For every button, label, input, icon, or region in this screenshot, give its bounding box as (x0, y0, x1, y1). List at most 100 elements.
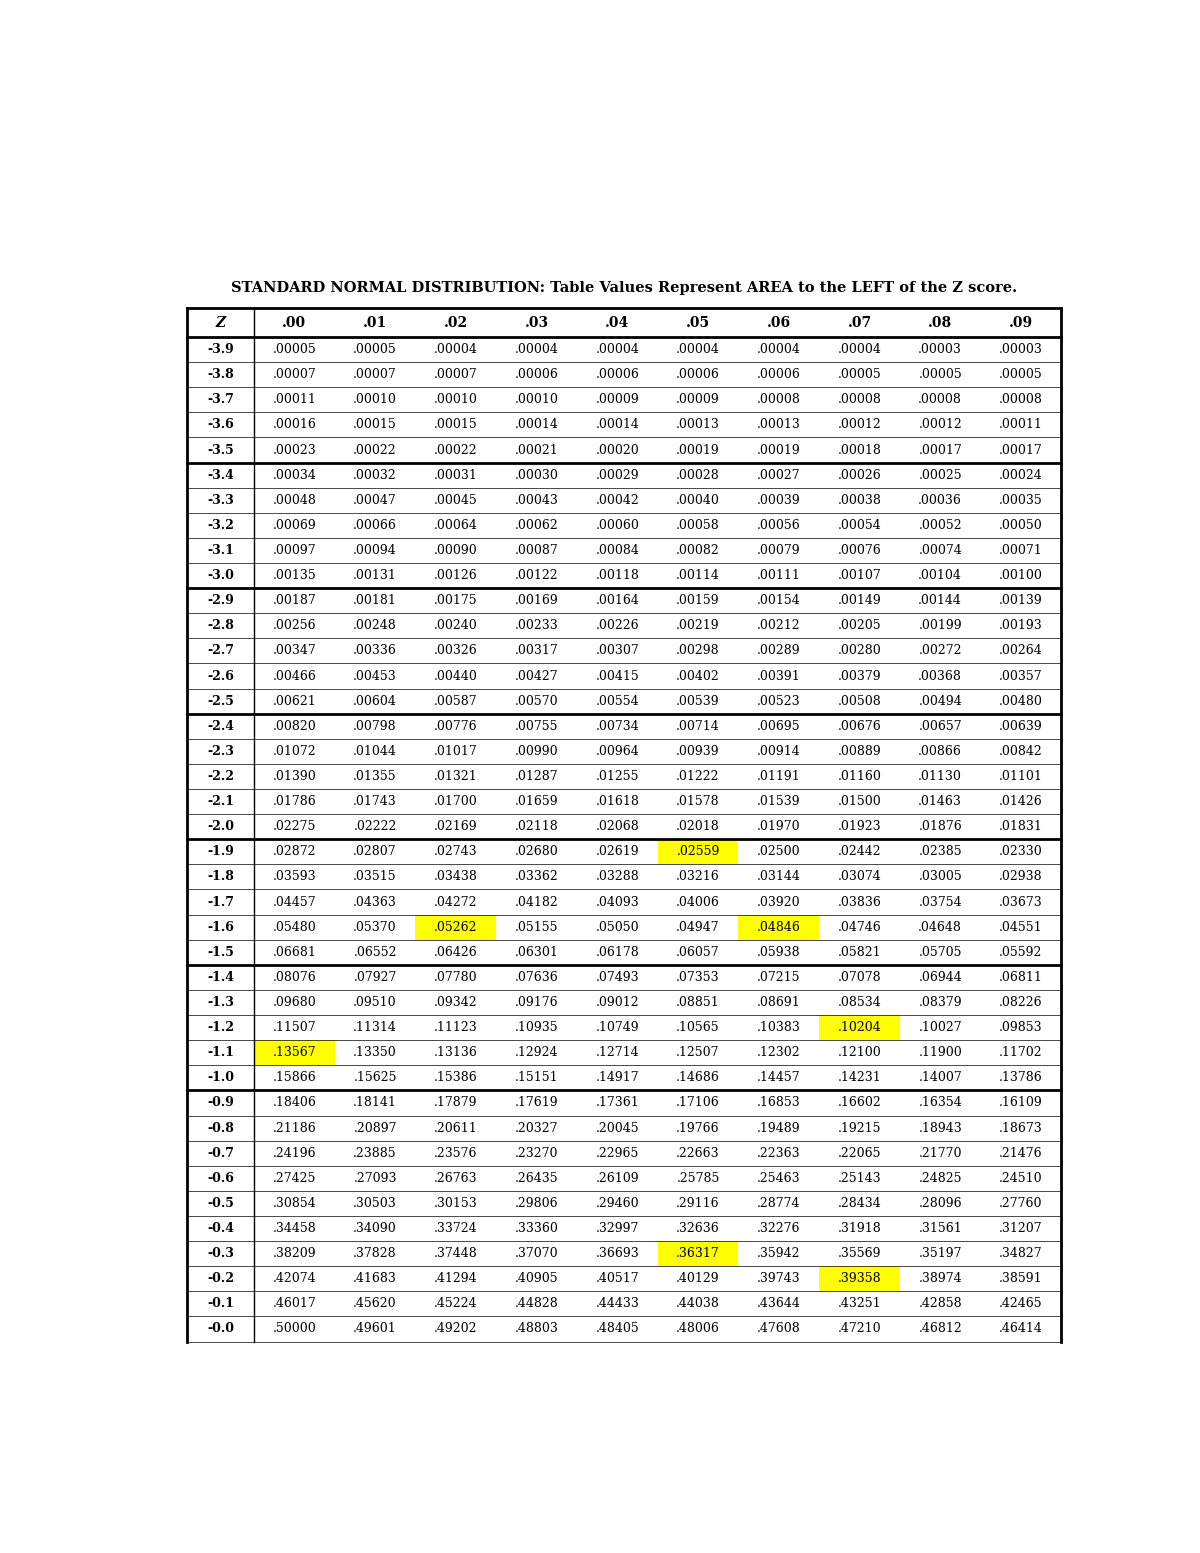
Text: -2.7: -2.7 (208, 644, 234, 657)
Text: .00187: .00187 (272, 595, 317, 607)
Text: -0.1: -0.1 (208, 1297, 234, 1311)
Text: .01578: .01578 (677, 795, 720, 808)
Text: .03144: .03144 (757, 870, 800, 884)
Text: .06057: .06057 (677, 946, 720, 958)
Text: .43644: .43644 (757, 1297, 800, 1311)
Text: -3.8: -3.8 (208, 368, 234, 380)
Text: -0.0: -0.0 (208, 1323, 234, 1336)
Text: .15151: .15151 (515, 1072, 558, 1084)
Text: .39358: .39358 (838, 1272, 881, 1286)
Text: -1.5: -1.5 (208, 946, 234, 958)
Text: .46017: .46017 (272, 1297, 317, 1311)
Text: .00064: .00064 (434, 519, 478, 531)
Text: .01618: .01618 (595, 795, 640, 808)
Text: -3.6: -3.6 (208, 418, 234, 432)
Text: .11314: .11314 (353, 1022, 397, 1034)
Text: .22065: .22065 (838, 1146, 881, 1160)
Text: .00175: .00175 (434, 595, 478, 607)
Text: .05: .05 (686, 315, 710, 329)
Text: .29806: .29806 (515, 1197, 558, 1210)
Bar (738, 915, 820, 940)
Text: .25143: .25143 (838, 1173, 881, 1185)
Text: -1.0: -1.0 (208, 1072, 234, 1084)
Text: .30153: .30153 (434, 1197, 478, 1210)
Text: .00006: .00006 (757, 368, 800, 380)
Bar (415, 915, 497, 940)
Text: Z: Z (216, 315, 226, 329)
Text: .00336: .00336 (353, 644, 397, 657)
Text: .20327: .20327 (515, 1121, 558, 1135)
Text: .01426: .01426 (1000, 795, 1043, 808)
Text: .00074: .00074 (918, 544, 962, 558)
Text: .37448: .37448 (434, 1247, 478, 1259)
Text: .13136: .13136 (434, 1047, 478, 1059)
Text: STANDARD NORMAL DISTRIBUTION: Table Values Represent AREA to the LEFT of the Z s: STANDARD NORMAL DISTRIBUTION: Table Valu… (232, 281, 1018, 295)
Text: .02743: .02743 (434, 845, 478, 859)
Text: .00379: .00379 (838, 669, 881, 683)
Text: .35569: .35569 (838, 1247, 881, 1259)
Text: .22363: .22363 (757, 1146, 800, 1160)
Text: .08226: .08226 (1000, 995, 1043, 1009)
Text: .00621: .00621 (272, 694, 317, 708)
Text: .00798: .00798 (353, 719, 397, 733)
Text: .04457: .04457 (272, 896, 316, 909)
Text: .31918: .31918 (838, 1222, 882, 1235)
Text: .21186: .21186 (272, 1121, 317, 1135)
Text: .00014: .00014 (515, 418, 558, 432)
Text: .00233: .00233 (515, 620, 558, 632)
Text: .22965: .22965 (595, 1146, 640, 1160)
Text: .00149: .00149 (838, 595, 882, 607)
Text: .00639: .00639 (1000, 719, 1043, 733)
Text: -2.6: -2.6 (208, 669, 234, 683)
Text: .47210: .47210 (838, 1323, 881, 1336)
Text: .00135: .00135 (272, 568, 317, 582)
Text: .00523: .00523 (757, 694, 800, 708)
Text: .00776: .00776 (434, 719, 478, 733)
Text: .15386: .15386 (434, 1072, 478, 1084)
Text: .00107: .00107 (838, 568, 882, 582)
Text: .00023: .00023 (272, 444, 317, 457)
Text: .00022: .00022 (353, 444, 397, 457)
Text: .11507: .11507 (272, 1022, 316, 1034)
Text: .00570: .00570 (515, 694, 558, 708)
Text: .05821: .05821 (838, 946, 881, 958)
Text: .16853: .16853 (757, 1096, 800, 1109)
Text: .01160: .01160 (838, 770, 882, 783)
Text: .00035: .00035 (1000, 494, 1043, 506)
Text: .00695: .00695 (757, 719, 800, 733)
Text: .11900: .11900 (918, 1047, 962, 1059)
Bar (658, 839, 738, 865)
Text: .22663: .22663 (677, 1146, 720, 1160)
Text: .50000: .50000 (272, 1323, 317, 1336)
Text: .04846: .04846 (757, 921, 800, 933)
Text: .00047: .00047 (353, 494, 397, 506)
Text: .04363: .04363 (353, 896, 397, 909)
Text: .00122: .00122 (515, 568, 558, 582)
Text: .00248: .00248 (353, 620, 397, 632)
Text: .04746: .04746 (838, 921, 882, 933)
Text: .00042: .00042 (595, 494, 640, 506)
Text: .09: .09 (1009, 315, 1033, 329)
Text: .00019: .00019 (757, 444, 800, 457)
Text: .00114: .00114 (676, 568, 720, 582)
Text: .00005: .00005 (1000, 368, 1043, 380)
Text: .02619: .02619 (595, 845, 640, 859)
Text: .00126: .00126 (434, 568, 478, 582)
Text: .00097: .00097 (272, 544, 316, 558)
Text: .00008: .00008 (838, 393, 882, 407)
Text: .04006: .04006 (676, 896, 720, 909)
Text: .38591: .38591 (1000, 1272, 1043, 1286)
Text: -0.7: -0.7 (208, 1146, 234, 1160)
Text: .00017: .00017 (1000, 444, 1043, 457)
Text: .00004: .00004 (676, 343, 720, 356)
Text: .00100: .00100 (1000, 568, 1043, 582)
Text: .13567: .13567 (272, 1047, 316, 1059)
Text: .00264: .00264 (1000, 644, 1043, 657)
Text: .00062: .00062 (515, 519, 558, 531)
Text: .01017: .01017 (434, 745, 478, 758)
Text: .00009: .00009 (595, 393, 640, 407)
Text: .00031: .00031 (434, 469, 478, 481)
Text: .00015: .00015 (434, 418, 478, 432)
Text: .00013: .00013 (757, 418, 800, 432)
Text: .00056: .00056 (757, 519, 800, 531)
